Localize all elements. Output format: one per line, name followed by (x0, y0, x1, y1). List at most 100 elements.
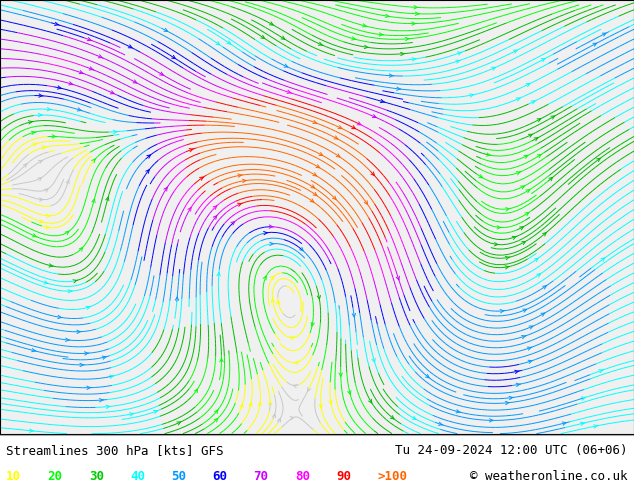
FancyArrowPatch shape (238, 174, 242, 177)
FancyArrowPatch shape (52, 135, 56, 138)
FancyArrowPatch shape (412, 416, 416, 419)
FancyArrowPatch shape (175, 297, 179, 300)
FancyArrowPatch shape (316, 165, 320, 168)
FancyArrowPatch shape (290, 337, 294, 340)
FancyArrowPatch shape (278, 418, 281, 422)
FancyArrowPatch shape (505, 401, 510, 405)
FancyArrowPatch shape (549, 177, 553, 181)
FancyArrowPatch shape (269, 402, 272, 405)
FancyArrowPatch shape (110, 91, 114, 94)
FancyArrowPatch shape (261, 35, 264, 38)
FancyArrowPatch shape (98, 55, 103, 58)
FancyArrowPatch shape (273, 414, 276, 417)
FancyArrowPatch shape (470, 94, 474, 97)
FancyArrowPatch shape (516, 172, 521, 175)
FancyArrowPatch shape (77, 330, 81, 334)
FancyArrowPatch shape (269, 22, 273, 25)
FancyArrowPatch shape (543, 233, 546, 236)
FancyArrowPatch shape (80, 363, 84, 367)
FancyArrowPatch shape (581, 397, 586, 400)
FancyArrowPatch shape (372, 115, 376, 118)
FancyArrowPatch shape (32, 348, 36, 352)
FancyArrowPatch shape (30, 429, 34, 432)
FancyArrowPatch shape (91, 159, 95, 163)
FancyArrowPatch shape (528, 360, 533, 364)
FancyArrowPatch shape (352, 37, 356, 40)
FancyArrowPatch shape (526, 84, 530, 87)
FancyArrowPatch shape (311, 322, 314, 326)
Text: 20: 20 (48, 470, 63, 483)
FancyArrowPatch shape (287, 90, 292, 94)
FancyArrowPatch shape (523, 309, 527, 312)
FancyArrowPatch shape (44, 281, 49, 284)
FancyArrowPatch shape (160, 72, 164, 75)
FancyArrowPatch shape (294, 385, 297, 388)
FancyArrowPatch shape (486, 153, 491, 156)
FancyArrowPatch shape (89, 67, 94, 70)
FancyArrowPatch shape (249, 403, 252, 407)
FancyArrowPatch shape (220, 359, 223, 362)
FancyArrowPatch shape (329, 400, 332, 404)
FancyArrowPatch shape (372, 358, 375, 362)
FancyArrowPatch shape (258, 402, 262, 406)
FancyArrowPatch shape (55, 22, 59, 25)
FancyArrowPatch shape (389, 74, 394, 77)
FancyArrowPatch shape (538, 154, 541, 158)
FancyArrowPatch shape (380, 99, 385, 102)
FancyArrowPatch shape (189, 148, 194, 152)
FancyArrowPatch shape (128, 45, 132, 48)
FancyArrowPatch shape (492, 67, 495, 70)
FancyArrowPatch shape (269, 242, 274, 245)
FancyArrowPatch shape (213, 216, 217, 220)
FancyArrowPatch shape (458, 52, 462, 55)
FancyArrowPatch shape (281, 36, 285, 39)
FancyArrowPatch shape (505, 256, 510, 260)
FancyArrowPatch shape (238, 203, 242, 206)
FancyArrowPatch shape (39, 94, 43, 97)
Text: Streamlines 300 hPa [kts] GFS: Streamlines 300 hPa [kts] GFS (6, 444, 224, 457)
FancyArrowPatch shape (489, 419, 494, 422)
FancyArrowPatch shape (601, 258, 605, 261)
FancyArrowPatch shape (47, 215, 51, 218)
FancyArrowPatch shape (146, 170, 149, 173)
FancyArrowPatch shape (200, 177, 204, 180)
FancyArrowPatch shape (79, 71, 84, 73)
FancyArrowPatch shape (599, 369, 604, 373)
FancyArrowPatch shape (515, 370, 519, 373)
FancyArrowPatch shape (479, 175, 482, 178)
FancyArrowPatch shape (333, 196, 336, 199)
FancyArrowPatch shape (87, 386, 91, 390)
FancyArrowPatch shape (172, 55, 176, 58)
FancyArrowPatch shape (534, 258, 538, 262)
FancyArrowPatch shape (243, 179, 247, 183)
Text: 50: 50 (171, 470, 186, 483)
FancyArrowPatch shape (371, 172, 375, 175)
FancyArrowPatch shape (92, 199, 95, 203)
FancyArrowPatch shape (86, 306, 91, 310)
FancyArrowPatch shape (133, 80, 137, 83)
FancyArrowPatch shape (593, 43, 597, 46)
FancyArrowPatch shape (368, 399, 372, 403)
FancyArrowPatch shape (264, 231, 268, 235)
FancyArrowPatch shape (213, 206, 217, 209)
FancyArrowPatch shape (425, 374, 429, 378)
FancyArrowPatch shape (529, 134, 532, 137)
FancyArrowPatch shape (164, 28, 167, 31)
FancyArrowPatch shape (509, 396, 514, 400)
FancyArrowPatch shape (129, 413, 134, 416)
FancyArrowPatch shape (412, 22, 416, 25)
FancyArrowPatch shape (188, 207, 191, 211)
FancyArrowPatch shape (319, 404, 322, 408)
FancyArrowPatch shape (23, 164, 27, 167)
FancyArrowPatch shape (520, 227, 524, 230)
FancyArrowPatch shape (73, 280, 77, 283)
FancyArrowPatch shape (214, 418, 217, 422)
Text: Tu 24-09-2024 12:00 UTC (06+06): Tu 24-09-2024 12:00 UTC (06+06) (395, 444, 628, 457)
FancyArrowPatch shape (396, 276, 399, 280)
FancyArrowPatch shape (521, 186, 524, 189)
FancyArrowPatch shape (512, 236, 517, 240)
FancyArrowPatch shape (456, 410, 461, 413)
FancyArrowPatch shape (271, 276, 274, 280)
FancyArrowPatch shape (379, 33, 384, 36)
FancyArrowPatch shape (263, 276, 266, 280)
